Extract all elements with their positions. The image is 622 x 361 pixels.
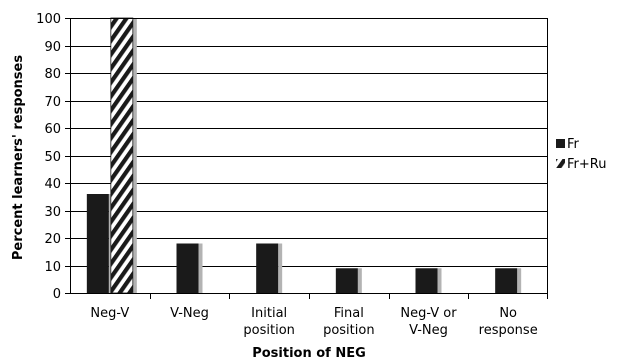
x-category-label: Initial: [251, 306, 287, 321]
axes: [65, 18, 548, 299]
legend-label: Fr: [567, 137, 580, 152]
bar-fr: [86, 194, 109, 293]
x-category-label: Neg-V: [90, 306, 129, 321]
y-tick-labels: 0 10 20 30 40 50 60 70 80 90 100: [36, 12, 61, 302]
y-tick-label: 0: [53, 287, 61, 302]
legend: Fr Fr+Ru: [556, 137, 606, 172]
bar-shadow: [437, 268, 442, 293]
y-tick-label: 10: [44, 260, 61, 275]
x-category-label: position: [243, 323, 295, 338]
bar-fr: [335, 268, 358, 293]
y-tick-label: 60: [44, 122, 61, 137]
bar-shadow: [132, 18, 137, 293]
y-tick-label: 70: [44, 95, 61, 110]
gridlines: [70, 18, 548, 267]
bar-fr: [256, 243, 279, 293]
y-axis-title: Percent learners' responses: [11, 55, 26, 260]
bars: [86, 17, 522, 294]
y-tick-label: 40: [44, 177, 61, 192]
y-tick-label: 50: [44, 150, 61, 165]
bar-fr-ru: [110, 17, 134, 294]
bar-fr: [176, 243, 199, 293]
x-axis-title: Position of NEG: [252, 346, 366, 361]
x-category-label: V-Neg: [170, 306, 209, 321]
y-tick-label: 90: [44, 40, 61, 55]
x-category-label: position: [323, 323, 375, 338]
bar-fr: [495, 268, 518, 293]
y-tick-label: 80: [44, 67, 61, 82]
x-category-label: Final: [334, 306, 364, 321]
legend-swatch: [556, 159, 565, 168]
legend-swatch: [556, 139, 565, 148]
y-tick-label: 100: [36, 12, 61, 27]
x-category-label: response: [479, 323, 538, 338]
x-category-label: V-Neg: [409, 323, 448, 338]
bar-shadow: [278, 243, 283, 293]
x-category-label: No: [499, 306, 517, 321]
y-tick-label: 20: [44, 232, 61, 247]
bar-shadow: [198, 243, 203, 293]
bar-fr: [415, 268, 438, 293]
x-category-label: Neg-V or: [400, 306, 457, 321]
legend-label: Fr+Ru: [567, 157, 606, 172]
x-category-labels: Neg-V V-Neg Initial position Final position Ne…: [90, 306, 537, 338]
bar-shadow: [357, 268, 362, 293]
bar-shadow: [517, 268, 522, 293]
y-tick-label: 30: [44, 205, 61, 220]
